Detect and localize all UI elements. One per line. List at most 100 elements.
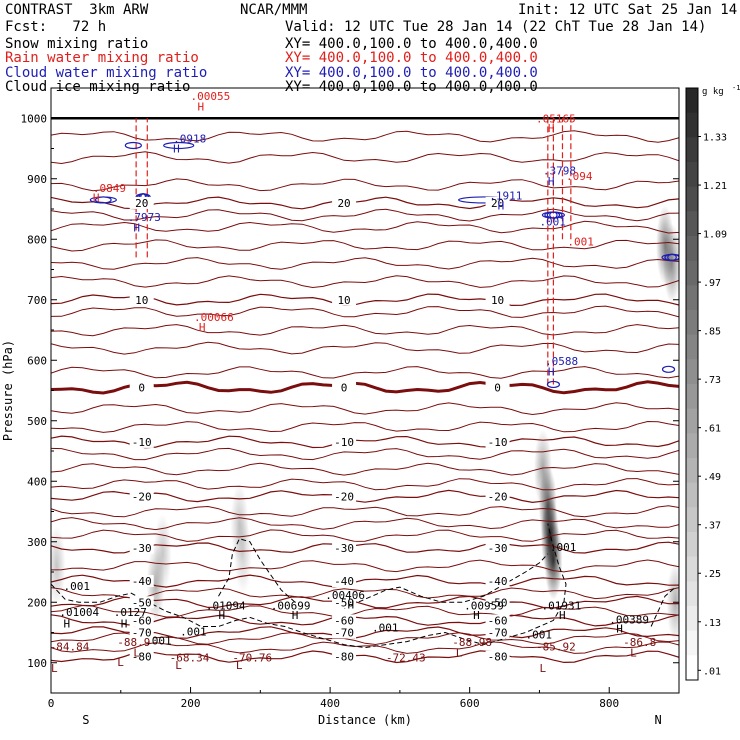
colorbar-level-label: .97 bbox=[703, 278, 721, 289]
extremum-marker: L bbox=[539, 662, 546, 675]
isotherm-label: -50 bbox=[334, 596, 354, 609]
contour-value-label: .001 bbox=[525, 629, 552, 642]
extremum-marker: L bbox=[236, 659, 243, 672]
cloud-ice-contour bbox=[650, 586, 676, 627]
isotherm-line bbox=[51, 275, 679, 289]
isotherm-label: -20 bbox=[488, 490, 508, 503]
contour-value-label: .00699 bbox=[271, 600, 311, 613]
contour-value-label: .00406 bbox=[325, 589, 365, 602]
colorbar-swatch bbox=[686, 532, 698, 558]
isotherm-label-bg bbox=[485, 435, 510, 448]
isotherm-label-bg bbox=[332, 541, 357, 554]
isotherm-label: 10 bbox=[135, 294, 148, 307]
isotherm-label: -60 bbox=[132, 614, 152, 627]
field-xy-rain: XY= 400.0,100.0 to 400.0,400.0 bbox=[285, 50, 538, 66]
isotherm-label: -20 bbox=[132, 490, 152, 503]
isotherm-label-bg bbox=[129, 650, 154, 663]
field-label-rain: Rain water mixing ratio bbox=[5, 50, 199, 66]
extremum-marker: H bbox=[199, 321, 206, 334]
x-tick-label: 600 bbox=[460, 697, 480, 710]
colorbar-swatch bbox=[686, 433, 698, 459]
contour-value-label: .001 bbox=[567, 235, 594, 248]
contour-value-label: .001 bbox=[550, 541, 577, 554]
isotherm-line-labeled bbox=[51, 293, 679, 307]
isotherm-line-labeled bbox=[51, 614, 679, 627]
colorbar-level-label: 1.21 bbox=[703, 181, 727, 192]
contour-value-label: -85.92 bbox=[536, 641, 576, 654]
colorbar-swatch bbox=[686, 112, 698, 138]
isotherm-label-bg bbox=[485, 650, 510, 663]
y-tick-label: 500 bbox=[27, 415, 47, 428]
isotherm-line bbox=[51, 641, 679, 654]
colorbar-swatch bbox=[686, 655, 698, 681]
contour-value-label: .00055 bbox=[191, 90, 231, 103]
isotherm-label: 10 bbox=[491, 294, 504, 307]
contour-value-label: .0127 bbox=[114, 606, 147, 619]
isotherm-label: 0 bbox=[494, 381, 501, 394]
isotherm-line bbox=[51, 462, 679, 476]
field-label-snow: Snow mixing ratio bbox=[5, 36, 149, 52]
isotherm-label: -40 bbox=[488, 575, 508, 588]
cloud-water-contour bbox=[163, 141, 195, 150]
isotherm-line bbox=[51, 529, 679, 542]
cloud-water-contour bbox=[124, 141, 142, 150]
colorbar-swatch bbox=[686, 211, 698, 237]
colorbar-level-label: .73 bbox=[703, 375, 721, 386]
x-tick-label: 200 bbox=[181, 697, 201, 710]
colorbar-level-label: .37 bbox=[703, 521, 721, 532]
isotherm-line-labeled bbox=[51, 541, 679, 554]
isotherm-label-bg bbox=[129, 575, 154, 588]
contour-value-label: -84.84 bbox=[50, 641, 90, 654]
extremum-marker: H bbox=[173, 143, 180, 156]
colorbar: 1.33 1.21 1.09 .97 .85 .73 .61 .49 .37 .25 .13 .01 g… bbox=[685, 84, 740, 681]
extremum-marker: H bbox=[559, 609, 566, 622]
isotherm-line bbox=[51, 559, 679, 573]
contour-value-label: .01004 bbox=[59, 606, 99, 619]
isotherm-label: -60 bbox=[488, 614, 508, 627]
colorbar-level-label: .25 bbox=[703, 569, 721, 580]
y-tick-label: 300 bbox=[27, 536, 47, 549]
colorbar-swatch bbox=[686, 359, 698, 385]
isotherm-label-bg bbox=[332, 435, 357, 448]
extremum-marker: L bbox=[175, 659, 182, 672]
valid-time: Valid: 12 UTC Tue 28 Jan 14 (22 ChT Tue … bbox=[285, 19, 707, 35]
isotherm-line bbox=[51, 604, 679, 618]
x-end-label-north: N bbox=[654, 713, 661, 727]
isotherm-line bbox=[51, 208, 679, 222]
isotherm-label-bg bbox=[129, 614, 154, 627]
contour-value-label: -68.34 bbox=[170, 652, 210, 665]
field-xy-snow: XY= 400.0,100.0 to 400.0,400.0 bbox=[285, 36, 538, 52]
colorbar-swatch bbox=[686, 408, 698, 434]
isotherm-label-bg bbox=[485, 196, 510, 209]
contour-value-label: .0588 bbox=[545, 355, 578, 368]
isotherm-label-bg bbox=[485, 596, 510, 609]
isotherm-line-labeled bbox=[51, 650, 679, 664]
extremum-marker: H bbox=[198, 100, 205, 113]
snow-shading-blob bbox=[233, 513, 252, 594]
extremum-marker: L bbox=[133, 647, 140, 660]
isotherm-line-labeled bbox=[51, 489, 679, 504]
isotherm-label: -70 bbox=[334, 627, 354, 640]
colorbar-level-label: .85 bbox=[703, 327, 721, 338]
x-tick-label: 400 bbox=[320, 697, 340, 710]
contour-value-label: .001 bbox=[539, 215, 566, 228]
colorbar-swatch bbox=[686, 384, 698, 410]
isotherm-label-bg bbox=[129, 490, 154, 503]
isotherm-line bbox=[51, 178, 679, 192]
extremum-marker: H bbox=[93, 192, 100, 205]
field-xy-cloud-ice: XY= 400.0,100.0 to 400.0,400.0 bbox=[285, 79, 538, 95]
isotherm-label: -40 bbox=[334, 575, 354, 588]
isotherm-label-bg bbox=[129, 626, 154, 639]
isotherm-label: -10 bbox=[132, 436, 152, 449]
contour-value-label: .00389 bbox=[609, 613, 649, 626]
contour-value-label: .00959 bbox=[464, 600, 504, 613]
extremum-marker: H bbox=[548, 122, 555, 135]
contour-value-label: -88.9 bbox=[117, 636, 150, 649]
colorbar-level-label: .13 bbox=[703, 618, 721, 629]
contour-value-label: .3798 bbox=[543, 165, 576, 178]
isotherm-line bbox=[51, 341, 679, 355]
cloud-water-contour bbox=[546, 380, 561, 389]
colorbar-swatch bbox=[686, 630, 698, 656]
isotherm-label: -20 bbox=[334, 490, 354, 503]
colorbar-unit-exponent: -1 bbox=[732, 84, 740, 92]
